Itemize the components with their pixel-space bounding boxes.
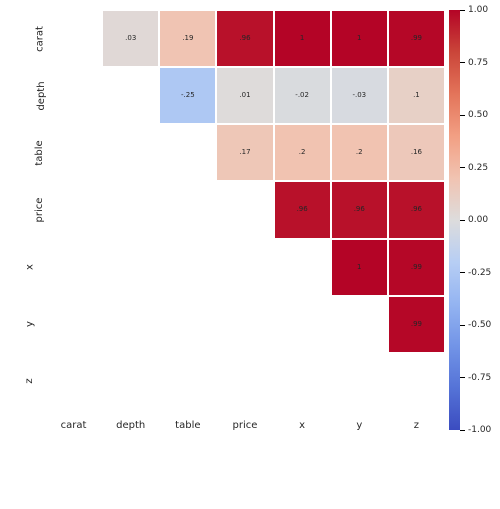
x-axis-label: table bbox=[175, 420, 200, 431]
x-axis-label: depth bbox=[116, 420, 145, 431]
heatmap-cell: -.03 bbox=[331, 67, 388, 124]
heatmap-cell: .01 bbox=[216, 67, 273, 124]
colorbar-tick-mark bbox=[460, 430, 465, 431]
heatmap-cell: .03 bbox=[102, 10, 159, 67]
x-axis-label: y bbox=[356, 420, 362, 431]
colorbar-tick-mark bbox=[460, 377, 465, 378]
cell-value: .2 bbox=[356, 149, 363, 156]
heatmap-cell: .96 bbox=[331, 181, 388, 238]
heatmap-cell: .99 bbox=[388, 239, 445, 296]
heatmap-grid: .03 .19 .96 1 1 .99 -.25 .01 -.02 -.03 .1 .17 .2 .2 .1… bbox=[45, 10, 445, 410]
colorbar bbox=[449, 10, 460, 430]
y-axis-label: table bbox=[34, 140, 45, 165]
heatmap-cell: .99 bbox=[388, 296, 445, 353]
cell-value: 1 bbox=[357, 35, 361, 42]
y-axis-label: x bbox=[24, 264, 35, 270]
cell-value: 1 bbox=[300, 35, 304, 42]
colorbar-tick-mark bbox=[460, 115, 465, 116]
colorbar-tick-label: 0.75 bbox=[468, 58, 488, 68]
cell-value: .96 bbox=[354, 206, 365, 213]
colorbar-tick-mark bbox=[460, 220, 465, 221]
heatmap-cell: .99 bbox=[388, 10, 445, 67]
x-axis-label: z bbox=[414, 420, 419, 431]
y-axis-label: z bbox=[24, 379, 35, 384]
colorbar-tick-label: 0.00 bbox=[468, 215, 488, 225]
colorbar-tick-mark bbox=[460, 10, 465, 11]
colorbar-tick-label: -0.50 bbox=[468, 320, 491, 330]
heatmap-cell: -.25 bbox=[159, 67, 216, 124]
x-axis-label: x bbox=[299, 420, 305, 431]
cell-value: .17 bbox=[239, 149, 250, 156]
heatmap-cell: .96 bbox=[216, 10, 273, 67]
heatmap-cell: 1 bbox=[274, 10, 331, 67]
cell-value: -.25 bbox=[181, 92, 195, 99]
heatmap-cell: .19 bbox=[159, 10, 216, 67]
correlation-heatmap: .03 .19 .96 1 1 .99 -.25 .01 -.02 -.03 .1 .17 .2 .2 .1… bbox=[45, 10, 465, 430]
colorbar-tick-label: -0.25 bbox=[468, 268, 491, 278]
heatmap-cell: -.02 bbox=[274, 67, 331, 124]
colorbar-tick-label: 0.50 bbox=[468, 110, 488, 120]
cell-value: .01 bbox=[239, 92, 250, 99]
cell-value: .19 bbox=[182, 35, 193, 42]
colorbar-tick-label: 1.00 bbox=[468, 5, 488, 15]
colorbar-tick-label: -1.00 bbox=[468, 425, 491, 435]
cell-value: -.02 bbox=[295, 92, 309, 99]
cell-value: .99 bbox=[411, 321, 422, 328]
y-axis-label: depth bbox=[36, 81, 47, 110]
heatmap-cell: .96 bbox=[274, 181, 331, 238]
heatmap-cell: 1 bbox=[331, 239, 388, 296]
heatmap-cell: .1 bbox=[388, 67, 445, 124]
x-axis-label: price bbox=[233, 420, 258, 431]
heatmap-cell: .17 bbox=[216, 124, 273, 181]
cell-value: .2 bbox=[299, 149, 306, 156]
cell-value: .99 bbox=[411, 35, 422, 42]
heatmap-cell: 1 bbox=[331, 10, 388, 67]
heatmap-cell: .2 bbox=[274, 124, 331, 181]
y-axis-label: carat bbox=[34, 26, 45, 52]
colorbar-tick-mark bbox=[460, 62, 465, 63]
colorbar-tick-mark bbox=[460, 167, 465, 168]
heatmap-cell: .2 bbox=[331, 124, 388, 181]
heatmap-cell: .96 bbox=[388, 181, 445, 238]
cell-value: -.03 bbox=[352, 92, 366, 99]
cell-value: .96 bbox=[297, 206, 308, 213]
heatmap-cell: .16 bbox=[388, 124, 445, 181]
cell-value: .03 bbox=[125, 35, 136, 42]
cell-value: .99 bbox=[411, 264, 422, 271]
cell-value: .96 bbox=[411, 206, 422, 213]
cell-value: .16 bbox=[411, 149, 422, 156]
colorbar-tick-label: -0.75 bbox=[468, 373, 491, 383]
x-axis-label: carat bbox=[61, 420, 87, 431]
colorbar-tick-mark bbox=[460, 272, 465, 273]
cell-value: .96 bbox=[239, 35, 250, 42]
cell-value: .1 bbox=[413, 92, 420, 99]
y-axis-label: y bbox=[24, 321, 35, 327]
colorbar-tick-mark bbox=[460, 325, 465, 326]
colorbar-gradient bbox=[449, 10, 460, 430]
cell-value: 1 bbox=[357, 264, 361, 271]
y-axis-label: price bbox=[34, 198, 45, 223]
colorbar-tick-label: 0.25 bbox=[468, 163, 488, 173]
